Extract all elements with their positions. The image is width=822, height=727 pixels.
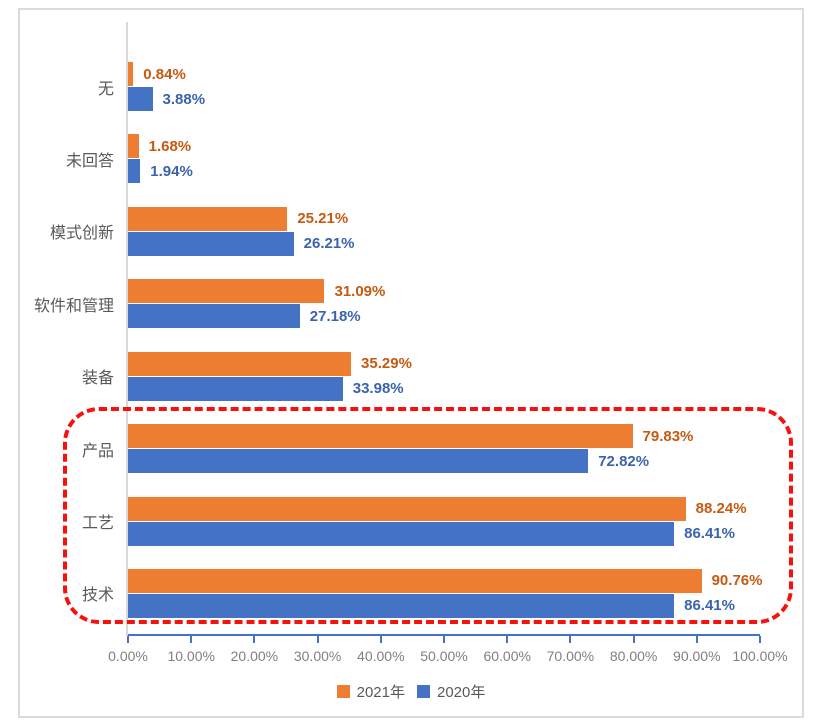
bar-group: 工艺 88.24% 86.41% xyxy=(82,496,760,546)
bar-line-2020年: 3.88% xyxy=(128,87,760,111)
x-axis-tick xyxy=(632,636,635,643)
bar-2021年 xyxy=(128,279,325,304)
x-axis-tick xyxy=(253,636,256,643)
category-label: 软件和管理 xyxy=(33,297,114,315)
bar-line-2020年: 1.94% xyxy=(128,159,760,184)
value-label-2020年: 3.88% xyxy=(162,90,206,108)
x-axis-tick xyxy=(443,636,445,643)
category-label: 未回答 xyxy=(65,152,114,170)
legend-label: 2021年 xyxy=(356,684,405,701)
bar-line-2021年: 79.83% xyxy=(128,424,760,449)
bar-line-2021年: 31.09% xyxy=(128,279,760,304)
x-axis-tick-label: 60.00% xyxy=(483,648,531,664)
x-axis-tick-label: 70.00% xyxy=(546,648,595,664)
x-axis-tick-label: 40.00% xyxy=(357,648,405,664)
bar-2020年 xyxy=(128,304,300,329)
value-label-2021年: 25.21% xyxy=(297,210,349,228)
category-label: 无 xyxy=(97,80,114,98)
x-axis-tick xyxy=(569,636,572,643)
x-axis-tick-label: 80.00% xyxy=(609,648,658,664)
x-axis-tick-label: 90.00% xyxy=(673,648,721,664)
category-label: 模式创新 xyxy=(49,225,114,243)
bar-line-2021年: 88.24% xyxy=(128,496,760,521)
bar-group: 技术 90.76% 86.41% xyxy=(82,568,763,618)
bar-line-2021年: 90.76% xyxy=(128,568,763,593)
bar-group: 模式创新 25.21% 26.21% xyxy=(50,206,760,256)
bar-2020年 xyxy=(128,87,153,111)
value-label-2021年: 35.29% xyxy=(361,355,412,373)
bar-2021年 xyxy=(128,134,139,159)
bar-2021年 xyxy=(128,568,702,593)
value-label-2020年: 33.98% xyxy=(352,380,404,398)
bar-line-2020年: 86.41% xyxy=(128,521,760,546)
bar-2020年 xyxy=(128,449,589,474)
bar-line-2021年: 1.68% xyxy=(128,134,760,159)
value-label-2021年: 1.68% xyxy=(148,137,192,155)
x-axis-tick-label: 100.00% xyxy=(732,648,788,664)
legend-entry-2021年: 2021年 xyxy=(336,681,405,702)
bar-group: 装备 35.29% 33.98% xyxy=(82,351,760,401)
bar-2020年 xyxy=(128,231,294,256)
legend-entry-2020年: 2020年 xyxy=(417,681,485,702)
bar-group: 无 0.84% 3.88% xyxy=(98,62,760,111)
x-axis-tick xyxy=(695,636,698,643)
x-axis-tick-label: 10.00% xyxy=(167,648,215,664)
x-axis-tick xyxy=(759,636,761,643)
bar-2020年 xyxy=(128,593,675,618)
value-label-2020年: 27.18% xyxy=(309,307,361,325)
bar-line-2020年: 26.21% xyxy=(128,231,760,256)
category-label: 技术 xyxy=(81,587,114,605)
x-axis-tick-label: 20.00% xyxy=(230,648,279,664)
bar-2020年 xyxy=(128,376,343,401)
value-label-2020年: 86.41% xyxy=(684,525,735,543)
bar-line-2021年: 25.21% xyxy=(128,206,760,231)
y-axis-line xyxy=(126,22,128,636)
category-label: 装备 xyxy=(81,370,114,388)
value-label-2021年: 0.84% xyxy=(143,65,186,83)
value-label-2020年: 26.21% xyxy=(303,235,355,253)
bar-group: 未回答 1.68% 1.94% xyxy=(66,134,760,184)
legend-label: 2020年 xyxy=(437,684,486,701)
x-axis-line xyxy=(128,634,760,636)
x-axis-tick-label: 50.00% xyxy=(420,648,468,664)
value-label-2021年: 79.83% xyxy=(642,427,694,445)
chart-frame: 无 0.84% 3.88% 未回答 1.68% 1.94% 模式创新 25.21% 26.21%… xyxy=(18,8,804,718)
bar-2021年 xyxy=(128,351,352,376)
x-axis-tick xyxy=(127,636,129,643)
x-axis-tick xyxy=(316,636,319,643)
value-label-2021年: 88.24% xyxy=(695,500,747,518)
bar-line-2020年: 72.82% xyxy=(128,449,760,474)
value-label-2020年: 72.82% xyxy=(598,452,650,470)
bar-2020年 xyxy=(128,521,675,546)
value-label-2021年: 90.76% xyxy=(711,572,763,590)
legend: 2021年 2020年 xyxy=(20,681,802,702)
legend-swatch-icon xyxy=(417,685,430,698)
value-label-2020年: 1.94% xyxy=(150,162,193,180)
bar-2021年 xyxy=(128,62,134,86)
x-axis-tick xyxy=(190,636,193,643)
bar-line-2020年: 27.18% xyxy=(128,304,760,329)
value-label-2020年: 86.41% xyxy=(684,597,735,615)
bar-2021年 xyxy=(128,206,288,231)
bar-2020年 xyxy=(128,159,141,184)
bar-rows: 无 0.84% 3.88% 未回答 1.68% 1.94% 模式创新 25.21% 26.21%… xyxy=(34,22,763,634)
category-label: 产品 xyxy=(81,442,114,460)
x-axis-tick-label: 0.00% xyxy=(108,648,148,664)
bar-group: 产品 79.83% 72.82% xyxy=(82,424,760,474)
bar-group: 软件和管理 31.09% 27.18% xyxy=(34,279,760,329)
x-axis-tick xyxy=(379,636,382,643)
bar-line-2021年: 0.84% xyxy=(128,62,760,86)
bar-2021年 xyxy=(128,424,633,449)
bar-line-2020年: 33.98% xyxy=(128,376,760,401)
x-axis-tick xyxy=(506,636,509,643)
category-label: 工艺 xyxy=(81,515,114,533)
plot-area: 无 0.84% 3.88% 未回答 1.68% 1.94% 模式创新 25.21% 26.21%… xyxy=(34,22,788,664)
legend-swatch-icon xyxy=(336,685,350,698)
bar-2021年 xyxy=(128,496,686,521)
value-label-2021年: 31.09% xyxy=(334,282,386,300)
x-axis-tick-label: 30.00% xyxy=(293,648,342,664)
bar-line-2020年: 86.41% xyxy=(128,593,760,618)
bar-line-2021年: 35.29% xyxy=(128,351,760,376)
